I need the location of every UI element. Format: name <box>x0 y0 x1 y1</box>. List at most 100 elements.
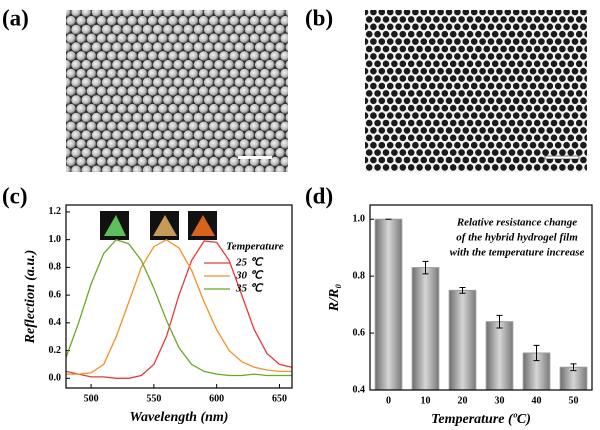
sphere <box>183 112 194 123</box>
pore <box>386 112 394 119</box>
sphere <box>91 77 102 88</box>
sphere <box>127 139 138 149</box>
pore <box>508 164 516 171</box>
pore <box>525 134 533 142</box>
pore <box>589 68 596 75</box>
sphere <box>214 147 224 158</box>
pore <box>525 16 533 23</box>
pore <box>420 82 428 90</box>
pore <box>500 75 507 82</box>
pore <box>593 61 600 68</box>
pore <box>407 164 415 171</box>
sphere <box>260 103 270 114</box>
pore <box>391 75 398 82</box>
sphere <box>291 34 301 44</box>
pore <box>521 82 528 90</box>
pore <box>542 104 549 112</box>
sphere <box>224 147 235 158</box>
sphere <box>117 174 127 184</box>
pore <box>500 60 507 68</box>
pore <box>424 134 432 142</box>
sphere <box>96 156 107 167</box>
x-tick-label: 10 <box>421 395 431 406</box>
pore <box>546 53 554 60</box>
pore <box>550 164 558 171</box>
pore <box>378 23 386 31</box>
sphere <box>188 103 199 114</box>
sphere <box>127 156 138 167</box>
sphere <box>280 15 288 26</box>
pore <box>420 38 428 45</box>
sphere <box>254 10 265 17</box>
sphere <box>173 77 184 88</box>
pore <box>580 97 587 105</box>
sphere <box>214 77 224 88</box>
pore <box>391 30 398 38</box>
sphere <box>229 103 240 114</box>
sphere <box>311 51 321 61</box>
sphere <box>66 165 71 172</box>
pore <box>424 16 432 23</box>
pore <box>378 141 386 149</box>
sphere <box>291 139 301 149</box>
pore <box>559 134 566 142</box>
sphere <box>122 42 133 53</box>
error-bar <box>459 287 466 294</box>
pore <box>428 156 436 164</box>
pore <box>512 112 520 119</box>
pore <box>420 97 428 105</box>
sphere <box>112 112 122 123</box>
pore <box>374 75 381 82</box>
pore <box>496 141 503 149</box>
pore <box>533 164 541 171</box>
pore <box>487 82 495 90</box>
pore <box>365 82 369 90</box>
pore <box>593 46 600 53</box>
sphere <box>101 59 112 70</box>
pore <box>589 38 596 45</box>
pore <box>584 104 587 112</box>
pore <box>500 164 507 171</box>
sphere <box>229 86 240 97</box>
sphere <box>142 10 153 17</box>
pore <box>567 134 575 142</box>
sphere <box>173 112 184 123</box>
sphere <box>219 156 230 167</box>
sphere <box>76 174 86 184</box>
pore <box>458 75 465 82</box>
sphere <box>234 59 245 70</box>
sphere <box>86 86 97 97</box>
pore <box>462 141 470 149</box>
sphere <box>301 34 311 44</box>
pore <box>508 45 516 53</box>
sphere <box>209 51 219 61</box>
sphere <box>193 147 204 158</box>
sphere <box>76 33 87 44</box>
pore <box>559 104 566 112</box>
pore <box>365 104 373 112</box>
sem-image-spheres <box>66 10 321 184</box>
sphere <box>66 147 71 158</box>
pore <box>584 134 587 142</box>
pore <box>433 149 440 156</box>
sphere <box>91 95 102 105</box>
pore <box>395 23 402 31</box>
sphere <box>147 51 158 61</box>
pore <box>479 38 486 45</box>
pore <box>517 90 524 97</box>
pore <box>517 45 524 53</box>
pore <box>454 10 461 16</box>
sphere <box>285 25 288 34</box>
sphere <box>306 130 316 140</box>
y-tick-label: 0.6 <box>353 327 366 338</box>
sphere <box>199 174 209 184</box>
y-tick-label: 0.4 <box>49 317 62 328</box>
sphere <box>296 130 306 140</box>
pore <box>559 149 566 156</box>
pore <box>533 75 541 82</box>
pore <box>483 75 491 82</box>
pore <box>525 45 533 53</box>
pore <box>395 10 402 16</box>
pore <box>575 45 583 53</box>
pore <box>517 60 524 68</box>
